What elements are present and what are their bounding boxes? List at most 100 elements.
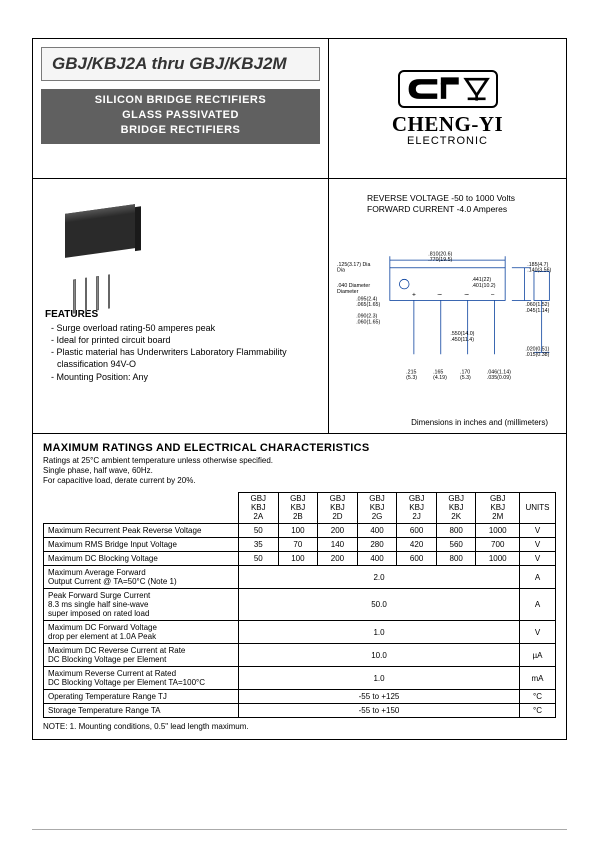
subtitle-line-3: BRIDGE RECTIFIERS (47, 123, 314, 138)
features-list: Surge overload rating-50 amperes peak Id… (45, 322, 316, 383)
dim-label: (5.3) (460, 375, 471, 381)
unit-cell: °C (520, 704, 556, 718)
units-header: UNITS (520, 493, 556, 524)
value-cell-span: -55 to +125 (239, 690, 520, 704)
value-cell: 35 (239, 538, 279, 552)
mid-row: FEATURES Surge overload rating-50 ampere… (33, 179, 566, 434)
unit-cell: V (520, 524, 556, 538)
table-row: Storage Temperature Range TA-55 to +150°… (44, 704, 556, 718)
unit-cell: V (520, 621, 556, 644)
feature-item: Plastic material has Underwriters Labora… (51, 346, 316, 370)
title-box: GBJ/KBJ2A thru GBJ/KBJ2M (41, 47, 320, 81)
svg-text:+: + (412, 292, 416, 299)
svg-text:−: − (491, 292, 495, 299)
dim-label: .065(1.65) (356, 302, 380, 308)
features-block: FEATURES Surge overload rating-50 ampere… (45, 309, 316, 383)
col-header: GBJKBJ2K (436, 493, 476, 524)
table-row: Maximum Reverse Current at RatedDC Block… (44, 667, 556, 690)
table-row: Maximum RMS Bridge Input Voltage35701402… (44, 538, 556, 552)
ratings-table: GBJKBJ2A GBJKBJ2B GBJKBJ2D GBJKBJ2G GBJK… (43, 492, 556, 718)
value-cell-span: 1.0 (239, 667, 520, 690)
subtitle-line-1: SILICON BRIDGE RECTIFIERS (47, 93, 314, 108)
dim-label: (5.3) (406, 375, 417, 381)
table-row: Maximum DC Reverse Current at RateDC Blo… (44, 644, 556, 667)
value-cell: 420 (397, 538, 437, 552)
subtitle-line-2: GLASS PASSIVATED (47, 108, 314, 123)
table-row: Maximum DC Blocking Voltage5010020040060… (44, 552, 556, 566)
value-cell: 400 (357, 552, 397, 566)
component-image (65, 209, 155, 281)
col-header: GBJKBJ2G (357, 493, 397, 524)
param-cell: Storage Temperature Range TA (44, 704, 239, 718)
feature-item: Mounting Position: Any (51, 371, 316, 383)
col-header: GBJKBJ2D (318, 493, 358, 524)
value-cell-span: 50.0 (239, 589, 520, 621)
value-cell: 50 (239, 552, 279, 566)
value-cell: 1000 (476, 552, 520, 566)
forward-current-line: FORWARD CURRENT -4.0 Amperes (367, 204, 558, 215)
dim-label: .015(0.38) (525, 352, 549, 358)
value-cell: 70 (278, 538, 318, 552)
dim-label: .045(1.14) (525, 308, 549, 314)
unit-cell: mA (520, 667, 556, 690)
param-cell: Maximum Average ForwardOutput Current @ … (44, 566, 239, 589)
brand-sub: ELECTRONIC (407, 135, 488, 147)
param-header (44, 493, 239, 524)
ratings-heading: MAXIMUM RATINGS AND ELECTRICAL CHARACTER… (43, 442, 556, 454)
dim-label: Dia (337, 268, 345, 274)
brand-logo-icon (398, 70, 498, 108)
param-cell: Maximum DC Forward Voltagedrop per eleme… (44, 621, 239, 644)
value-cell-span: 10.0 (239, 644, 520, 667)
param-cell: Maximum RMS Bridge Input Voltage (44, 538, 239, 552)
product-title: GBJ/KBJ2A thru GBJ/KBJ2M (52, 54, 309, 74)
dim-label: .140(3.56) (527, 268, 551, 274)
param-cell: Maximum Recurrent Peak Reverse Voltage (44, 524, 239, 538)
table-row: Maximum DC Forward Voltagedrop per eleme… (44, 621, 556, 644)
ratings-sub-1: Ratings at 25°C ambient temperature unle… (43, 456, 273, 465)
value-cell: 800 (436, 524, 476, 538)
dim-label: .035(0.09) (487, 375, 511, 381)
param-cell: Peak Forward Surge Current8.3 ms single … (44, 589, 239, 621)
ratings-note: NOTE: 1. Mounting conditions, 0.5" lead … (43, 722, 556, 731)
value-cell-span: 1.0 (239, 621, 520, 644)
value-cell: 280 (357, 538, 397, 552)
unit-cell: V (520, 538, 556, 552)
ratings-sub-2: Single phase, half wave, 60Hz. (43, 466, 153, 475)
value-cell: 600 (397, 552, 437, 566)
dim-label: .401(10.2) (472, 283, 496, 289)
col-header: GBJKBJ2A (239, 493, 279, 524)
value-cell: 50 (239, 524, 279, 538)
value-cell: 700 (476, 538, 520, 552)
table-header-row: GBJKBJ2A GBJKBJ2B GBJKBJ2D GBJKBJ2G GBJK… (44, 493, 556, 524)
value-cell: 800 (436, 552, 476, 566)
ratings-sub: Ratings at 25°C ambient temperature unle… (43, 456, 556, 486)
feature-item: Surge overload rating-50 amperes peak (51, 322, 316, 334)
svg-text:∼: ∼ (464, 292, 470, 299)
unit-cell: V (520, 552, 556, 566)
ratings-sub-3: For capacitive load, derate current by 2… (43, 476, 196, 485)
header-right: CHENG-YI ELECTRONIC (329, 39, 566, 178)
value-cell-span: 2.0 (239, 566, 520, 589)
value-cell: 200 (318, 552, 358, 566)
table-row: Peak Forward Surge Current8.3 ms single … (44, 589, 556, 621)
svg-text:∼: ∼ (437, 292, 443, 299)
table-row: Maximum Average ForwardOutput Current @ … (44, 566, 556, 589)
header-row: GBJ/KBJ2A thru GBJ/KBJ2M SILICON BRIDGE … (33, 39, 566, 179)
unit-cell: A (520, 589, 556, 621)
value-cell: 100 (278, 524, 318, 538)
reverse-voltage-line: REVERSE VOLTAGE -50 to 1000 Volts (367, 193, 558, 204)
param-cell: Maximum DC Blocking Voltage (44, 552, 239, 566)
value-cell: 140 (318, 538, 358, 552)
subtitle-box: SILICON BRIDGE RECTIFIERS GLASS PASSIVAT… (41, 89, 320, 144)
col-header: GBJKBJ2M (476, 493, 520, 524)
chip-pins-icon (73, 274, 110, 313)
value-cell-span: -55 to +150 (239, 704, 520, 718)
param-cell: Maximum DC Reverse Current at RateDC Blo… (44, 644, 239, 667)
brand-name: CHENG-YI (392, 112, 503, 137)
table-row: Maximum Recurrent Peak Reverse Voltage50… (44, 524, 556, 538)
spec-lines: REVERSE VOLTAGE -50 to 1000 Volts FORWAR… (367, 193, 558, 216)
feature-item: Ideal for printed circuit board (51, 334, 316, 346)
dim-label: .450(11.4) (450, 337, 474, 343)
chip-body-icon (65, 204, 135, 258)
unit-cell: A (520, 566, 556, 589)
